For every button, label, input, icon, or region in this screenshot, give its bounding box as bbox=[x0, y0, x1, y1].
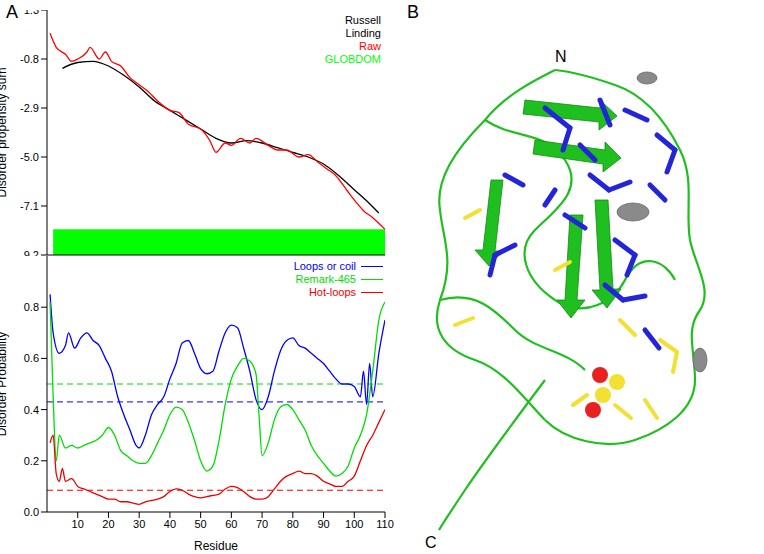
svg-text:110: 110 bbox=[376, 518, 394, 530]
html-text:A: A bbox=[6, 2, 18, 22]
svg-text:-0.8: -0.8 bbox=[20, 53, 39, 65]
html-text:Linding: Linding bbox=[345, 27, 381, 39]
html-text:Raw: Raw bbox=[359, 40, 381, 52]
svg-text:0.8: 0.8 bbox=[24, 301, 39, 313]
html-text:Hot-loops: Hot-loops bbox=[308, 286, 356, 298]
html-text:Remark-465: Remark-465 bbox=[295, 273, 356, 285]
svg-text:80: 80 bbox=[287, 518, 299, 530]
svg-text:60: 60 bbox=[225, 518, 237, 530]
svg-text:B: B bbox=[407, 2, 419, 22]
svg-text:-9.2: -9.2 bbox=[20, 249, 39, 256]
svg-text:30: 30 bbox=[133, 518, 145, 530]
svg-text:10: 10 bbox=[72, 518, 84, 530]
svg-text:90: 90 bbox=[317, 518, 329, 530]
html-text:Loops or coil: Loops or coil bbox=[293, 260, 356, 272]
svg-text:-5.0: -5.0 bbox=[20, 151, 39, 163]
svg-text:40: 40 bbox=[164, 518, 176, 530]
svg-text:C: C bbox=[425, 534, 437, 551]
svg-text:70: 70 bbox=[256, 518, 268, 530]
svg-text:0.6: 0.6 bbox=[24, 352, 39, 364]
svg-text:N: N bbox=[555, 48, 567, 65]
svg-text:-2.9: -2.9 bbox=[20, 102, 39, 114]
svg-text:50: 50 bbox=[195, 518, 207, 530]
svg-text:20: 20 bbox=[102, 518, 114, 530]
svg-text:Residue: Residue bbox=[194, 539, 238, 552]
html-text:Russell: Russell bbox=[344, 14, 381, 26]
svg-text:0.4: 0.4 bbox=[24, 404, 39, 416]
svg-text:-7.1: -7.1 bbox=[20, 200, 39, 212]
svg-text:0.0: 0.0 bbox=[24, 506, 39, 518]
svg-text:Disorder Probability: Disorder Probability bbox=[8, 332, 9, 437]
svg-text:1.3: 1.3 bbox=[24, 10, 39, 16]
svg-text:0.2: 0.2 bbox=[24, 455, 39, 467]
svg-text:Disorder propensity sum: Disorder propensity sum bbox=[8, 67, 9, 197]
html-text:GLOBDOM: GLOBDOM bbox=[324, 53, 381, 65]
svg-text:100: 100 bbox=[345, 518, 363, 530]
